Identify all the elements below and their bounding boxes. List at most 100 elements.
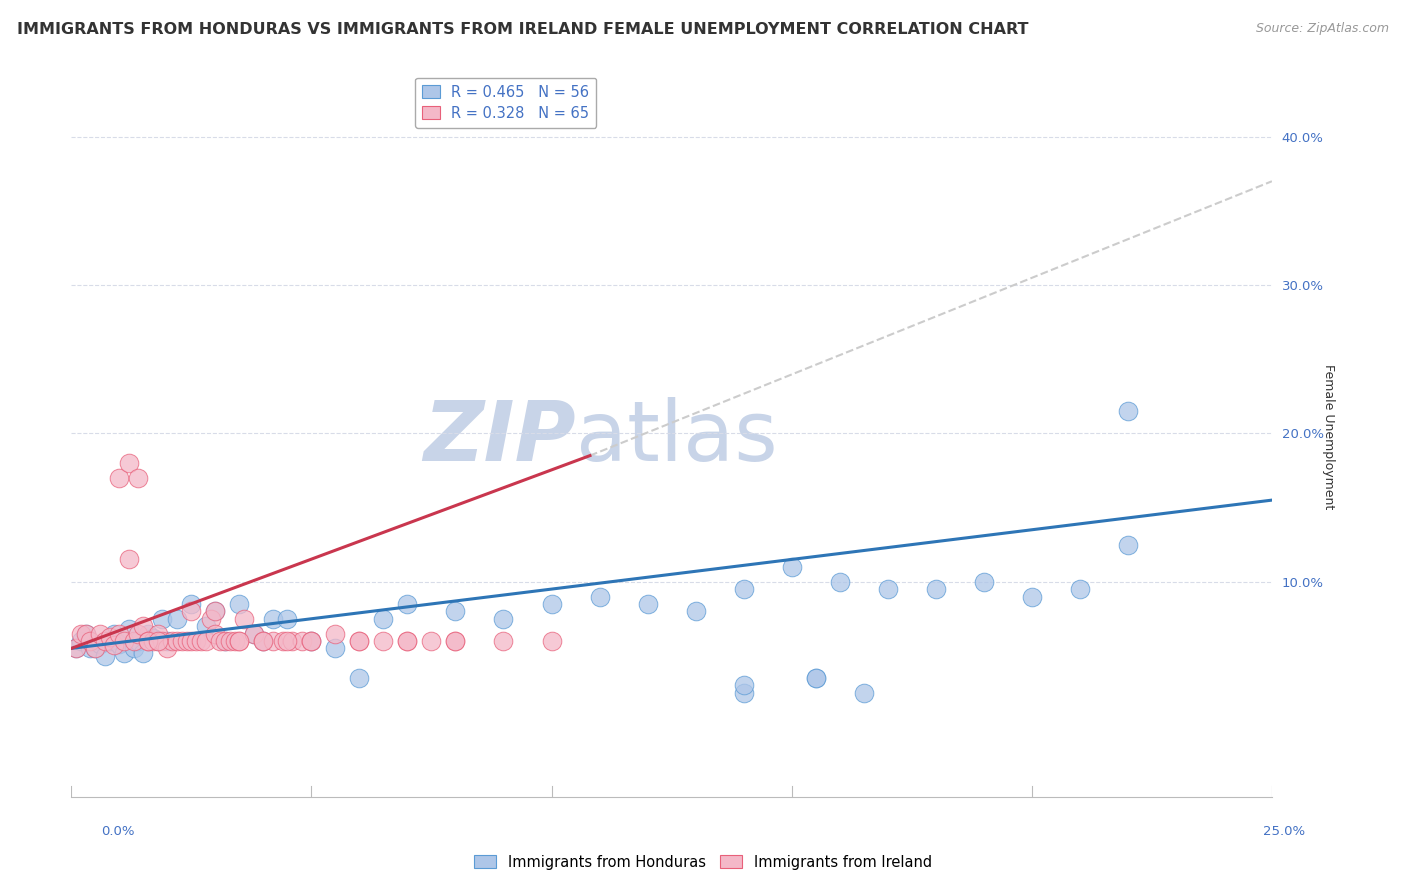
Point xyxy=(108,471,131,485)
Point xyxy=(804,671,827,685)
Point xyxy=(733,686,755,700)
Point xyxy=(84,641,107,656)
Point xyxy=(262,612,284,626)
Point xyxy=(325,626,347,640)
Point xyxy=(242,626,264,640)
Point xyxy=(396,634,419,648)
Point xyxy=(214,634,236,648)
Point xyxy=(733,678,755,692)
Point xyxy=(444,604,467,618)
Point xyxy=(118,456,141,470)
Point xyxy=(136,634,159,648)
Point xyxy=(252,634,274,648)
Y-axis label: Female Unemployment: Female Unemployment xyxy=(1322,365,1334,509)
Point xyxy=(84,641,107,656)
Point xyxy=(228,597,250,611)
Point xyxy=(75,626,97,640)
Point xyxy=(540,597,562,611)
Point xyxy=(204,604,226,618)
Point xyxy=(925,582,948,596)
Point xyxy=(876,582,898,596)
Point xyxy=(136,634,159,648)
Point xyxy=(1116,538,1139,552)
Point xyxy=(204,604,226,618)
Point xyxy=(89,626,111,640)
Point xyxy=(146,634,169,648)
Point xyxy=(184,634,207,648)
Point xyxy=(142,634,165,648)
Point xyxy=(152,612,174,626)
Point xyxy=(852,686,875,700)
Point xyxy=(373,612,395,626)
Point xyxy=(122,641,145,656)
Point xyxy=(127,626,149,640)
Point xyxy=(190,634,212,648)
Point xyxy=(1116,404,1139,418)
Point xyxy=(194,634,217,648)
Point xyxy=(170,634,193,648)
Point xyxy=(98,634,121,648)
Point xyxy=(209,634,232,648)
Point xyxy=(108,626,131,640)
Point xyxy=(180,597,202,611)
Point xyxy=(233,612,256,626)
Point xyxy=(228,634,250,648)
Point xyxy=(444,634,467,648)
Point xyxy=(218,634,240,648)
Point xyxy=(103,639,125,653)
Point xyxy=(733,582,755,596)
Point xyxy=(156,634,179,648)
Point xyxy=(94,634,117,648)
Point xyxy=(262,634,284,648)
Point xyxy=(228,634,250,648)
Point xyxy=(373,634,395,648)
Point xyxy=(89,637,111,651)
Point xyxy=(291,634,314,648)
Point xyxy=(118,552,141,566)
Legend: R = 0.465   N = 56, R = 0.328   N = 65: R = 0.465 N = 56, R = 0.328 N = 65 xyxy=(415,78,596,128)
Point xyxy=(94,648,117,663)
Point xyxy=(492,612,515,626)
Point xyxy=(1021,590,1043,604)
Point xyxy=(325,641,347,656)
Legend: Immigrants from Honduras, Immigrants from Ireland: Immigrants from Honduras, Immigrants fro… xyxy=(468,849,938,876)
Point xyxy=(444,634,467,648)
Point xyxy=(349,671,371,685)
Point xyxy=(156,641,179,656)
Point xyxy=(194,619,217,633)
Point xyxy=(132,619,155,633)
Point xyxy=(142,631,165,645)
Point xyxy=(79,641,101,656)
Text: IMMIGRANTS FROM HONDURAS VS IMMIGRANTS FROM IRELAND FEMALE UNEMPLOYMENT CORRELAT: IMMIGRANTS FROM HONDURAS VS IMMIGRANTS F… xyxy=(17,22,1028,37)
Point xyxy=(79,634,101,648)
Point xyxy=(103,626,125,640)
Point xyxy=(75,626,97,640)
Point xyxy=(637,597,659,611)
Point xyxy=(127,471,149,485)
Point xyxy=(132,646,155,660)
Point xyxy=(146,634,169,648)
Point xyxy=(252,634,274,648)
Text: Source: ZipAtlas.com: Source: ZipAtlas.com xyxy=(1256,22,1389,36)
Point xyxy=(65,641,87,656)
Point xyxy=(136,626,159,640)
Point xyxy=(200,612,222,626)
Point xyxy=(176,634,198,648)
Text: 0.0%: 0.0% xyxy=(101,825,135,838)
Point xyxy=(396,634,419,648)
Point xyxy=(492,634,515,648)
Point xyxy=(242,626,264,640)
Point xyxy=(214,634,236,648)
Point xyxy=(180,634,202,648)
Point xyxy=(540,634,562,648)
Point xyxy=(224,634,246,648)
Point xyxy=(299,634,322,648)
Point xyxy=(588,590,610,604)
Point xyxy=(70,634,93,648)
Point xyxy=(70,626,93,640)
Point xyxy=(281,634,304,648)
Point xyxy=(112,646,135,660)
Point xyxy=(65,641,87,656)
Point xyxy=(108,637,131,651)
Point xyxy=(122,634,145,648)
